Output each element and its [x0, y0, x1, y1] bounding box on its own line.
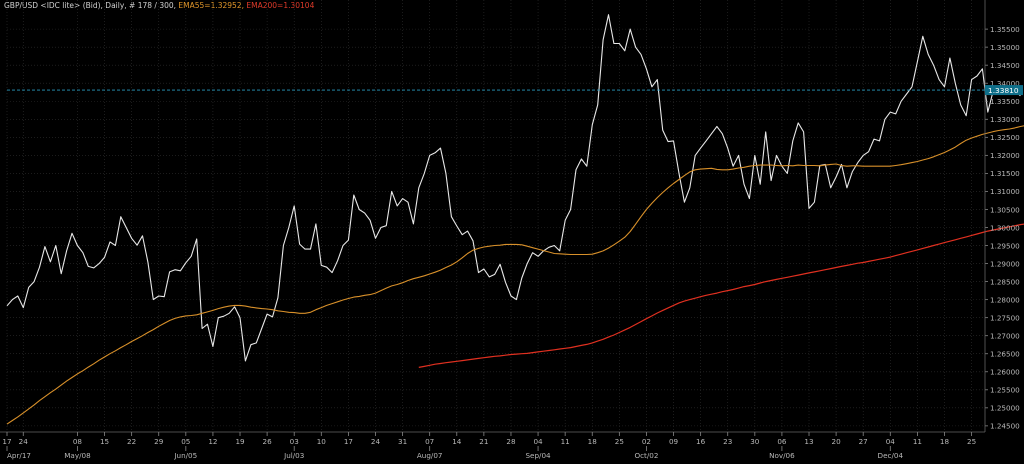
x-tick-label: 22 — [127, 437, 136, 446]
month-label: Oct/02 — [634, 451, 658, 460]
x-tick-label: 24 — [371, 437, 381, 446]
x-tick-label: 20 — [832, 437, 842, 446]
x-tick-label: 08 — [73, 437, 83, 446]
x-tick-label: 25 — [967, 437, 976, 446]
y-tick-label: 1.35000 — [990, 43, 1020, 52]
month-label: Nov/06 — [769, 451, 795, 460]
x-tick-label: 02 — [642, 437, 651, 446]
ema55-line — [6, 125, 1024, 425]
x-tick-label: 16 — [696, 437, 706, 446]
month-label: Dec/04 — [878, 451, 904, 460]
month-label: Jun/05 — [173, 451, 197, 460]
y-tick-label: 1.30000 — [990, 223, 1020, 232]
x-tick-label: 04 — [533, 437, 543, 446]
chart-header: GBP/USD <IDC lite> (Bid), Daily, # 178 /… — [4, 1, 314, 10]
ema200-line — [418, 223, 1024, 368]
x-tick-label: 05 — [181, 437, 190, 446]
y-tick-label: 1.26500 — [990, 350, 1020, 359]
y-tick-label: 1.31500 — [990, 169, 1020, 178]
x-tick-label: 13 — [804, 437, 813, 446]
ema55-label: EMA55=1.32952, — [178, 1, 244, 10]
x-tick-label: 31 — [398, 437, 407, 446]
month-label: Aug/07 — [417, 451, 443, 460]
x-tick-label: 24 — [19, 437, 29, 446]
last-price-label: 1.33810 — [988, 86, 1019, 95]
y-tick-label: 1.31000 — [990, 187, 1020, 196]
x-tick-label: 07 — [425, 437, 434, 446]
x-tick-label: 18 — [940, 437, 950, 446]
x-tick-label: 27 — [859, 437, 868, 446]
x-tick-label: 26 — [263, 437, 273, 446]
x-tick-label: 14 — [452, 437, 462, 446]
series-lines — [6, 14, 1024, 425]
x-tick-label: 29 — [154, 437, 164, 446]
y-axis: 1.24500 1.25000 1.25500 1.26000 1.26500 1.270… — [984, 0, 1020, 432]
month-label: Jul/03 — [283, 451, 304, 460]
x-tick-label: 28 — [506, 437, 516, 446]
month-label: May/08 — [64, 451, 91, 460]
y-tick-label: 1.34000 — [990, 79, 1020, 88]
last-price-marker: 1.33810 — [7, 85, 1023, 96]
x-tick-label: 25 — [615, 437, 624, 446]
x-tick-label: 19 — [235, 437, 245, 446]
grid-lines — [6, 0, 985, 432]
y-tick-label: 1.32000 — [990, 151, 1020, 160]
month-label: Sep/04 — [525, 451, 551, 460]
x-tick-label: 10 — [317, 437, 327, 446]
y-tick-label: 1.28500 — [990, 277, 1020, 286]
y-tick-label: 1.27000 — [990, 331, 1020, 340]
y-tick-label: 1.26000 — [990, 368, 1020, 377]
x-tick-label: 15 — [100, 437, 109, 446]
last-price-box — [985, 85, 1023, 96]
x-tick-label: 17 — [344, 437, 353, 446]
y-tick-label: 1.33500 — [990, 97, 1020, 106]
y-tick-label: 1.30500 — [990, 205, 1020, 214]
y-tick-label: 1.24500 — [990, 422, 1020, 431]
x-tick-label: 09 — [669, 437, 679, 446]
y-tick-label: 1.29000 — [990, 259, 1020, 268]
y-tick-label: 1.27500 — [990, 313, 1020, 322]
y-tick-label: 1.25000 — [990, 404, 1020, 413]
symbol-label: GBP/USD <IDC lite> (Bid), Daily, # 178 /… — [4, 1, 177, 10]
month-label: Apr/17 — [7, 451, 31, 460]
x-axis: 17 Apr/17 24 08 May/08 15 22 29 05 Jun/05 12 19 26 03… — [0, 431, 985, 460]
y-tick-label: 1.29500 — [990, 241, 1020, 250]
y-tick-label: 1.25500 — [990, 386, 1020, 395]
x-tick-label: 12 — [208, 437, 217, 446]
y-tick-label: 1.33000 — [990, 115, 1020, 124]
x-tick-label: 23 — [723, 437, 732, 446]
x-tick-label: 11 — [561, 437, 570, 446]
y-tick-label: 1.35500 — [990, 25, 1020, 34]
x-tick-label: 30 — [750, 437, 760, 446]
ema200-label: EMA200=1.30104 — [246, 1, 315, 10]
x-tick-label: 04 — [886, 437, 896, 446]
x-tick-label: 03 — [290, 437, 299, 446]
y-tick-label: 1.28000 — [990, 295, 1020, 304]
x-tick-label: 11 — [913, 437, 922, 446]
x-tick-label: 17 — [2, 437, 11, 446]
x-tick-label: 06 — [777, 437, 787, 446]
x-tick-label: 21 — [479, 437, 488, 446]
x-tick-label: 18 — [588, 437, 598, 446]
y-tick-label: 1.32500 — [990, 133, 1020, 142]
y-tick-label: 1.34500 — [990, 61, 1020, 70]
price-line — [6, 14, 1021, 362]
